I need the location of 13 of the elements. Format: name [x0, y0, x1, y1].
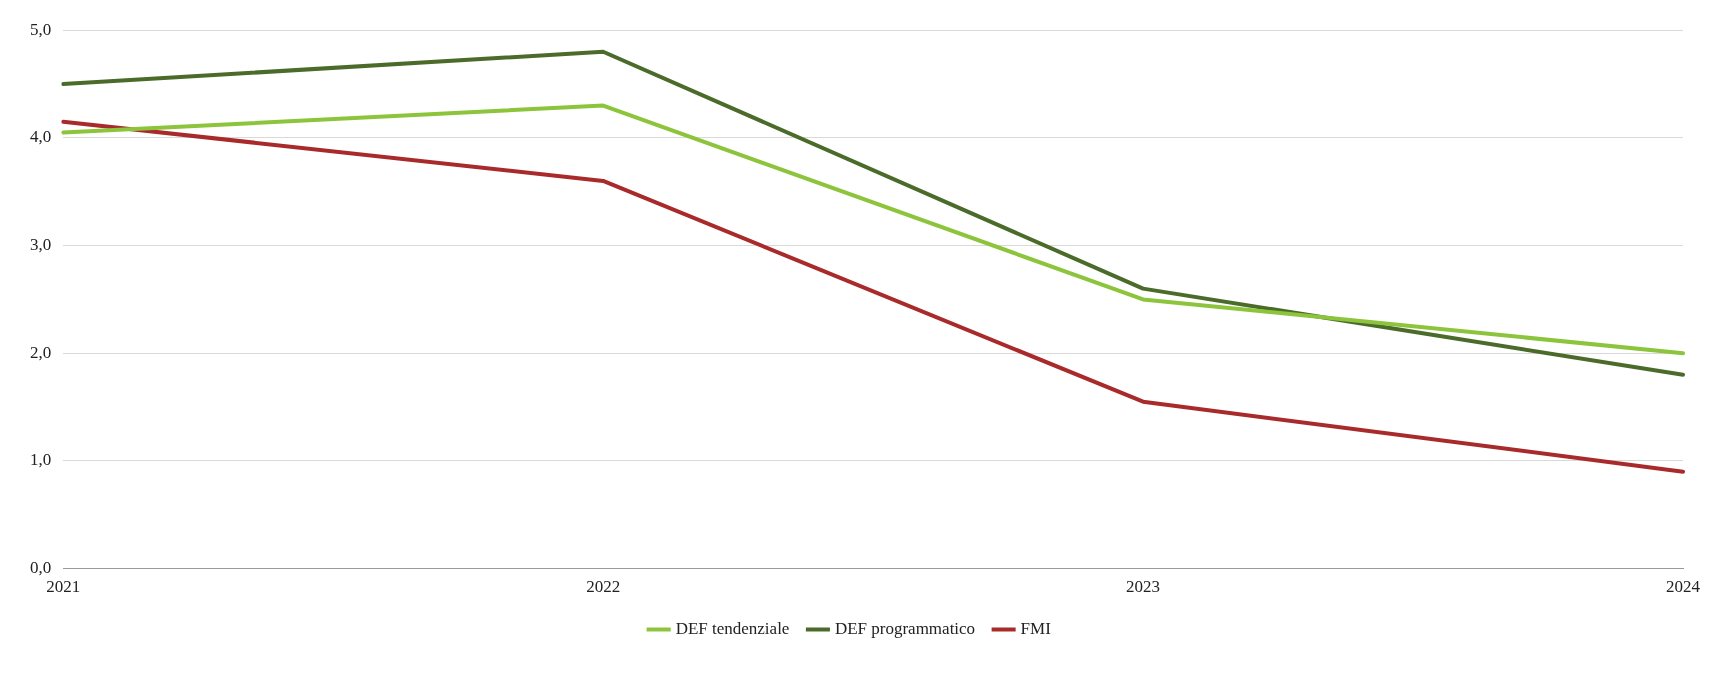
- y-tick-label: 2,0: [30, 342, 52, 362]
- x-tick-label: 2021: [46, 577, 81, 597]
- y-tick-label: 4,0: [30, 127, 52, 147]
- legend-label: DEF tendenziale: [675, 618, 790, 638]
- legend-label: DEF programmatico: [834, 618, 976, 638]
- x-tick-label: 2022: [586, 577, 621, 597]
- y-tick-label: 5,0: [30, 19, 52, 39]
- legend-label: FMI: [1020, 618, 1052, 638]
- y-tick-label: 0,0: [30, 558, 52, 578]
- y-tick-label: 3,0: [30, 235, 52, 255]
- x-tick-label: 2023: [1126, 577, 1161, 597]
- y-tick-label: 1,0: [30, 450, 52, 470]
- x-tick-label: 2024: [1666, 577, 1701, 597]
